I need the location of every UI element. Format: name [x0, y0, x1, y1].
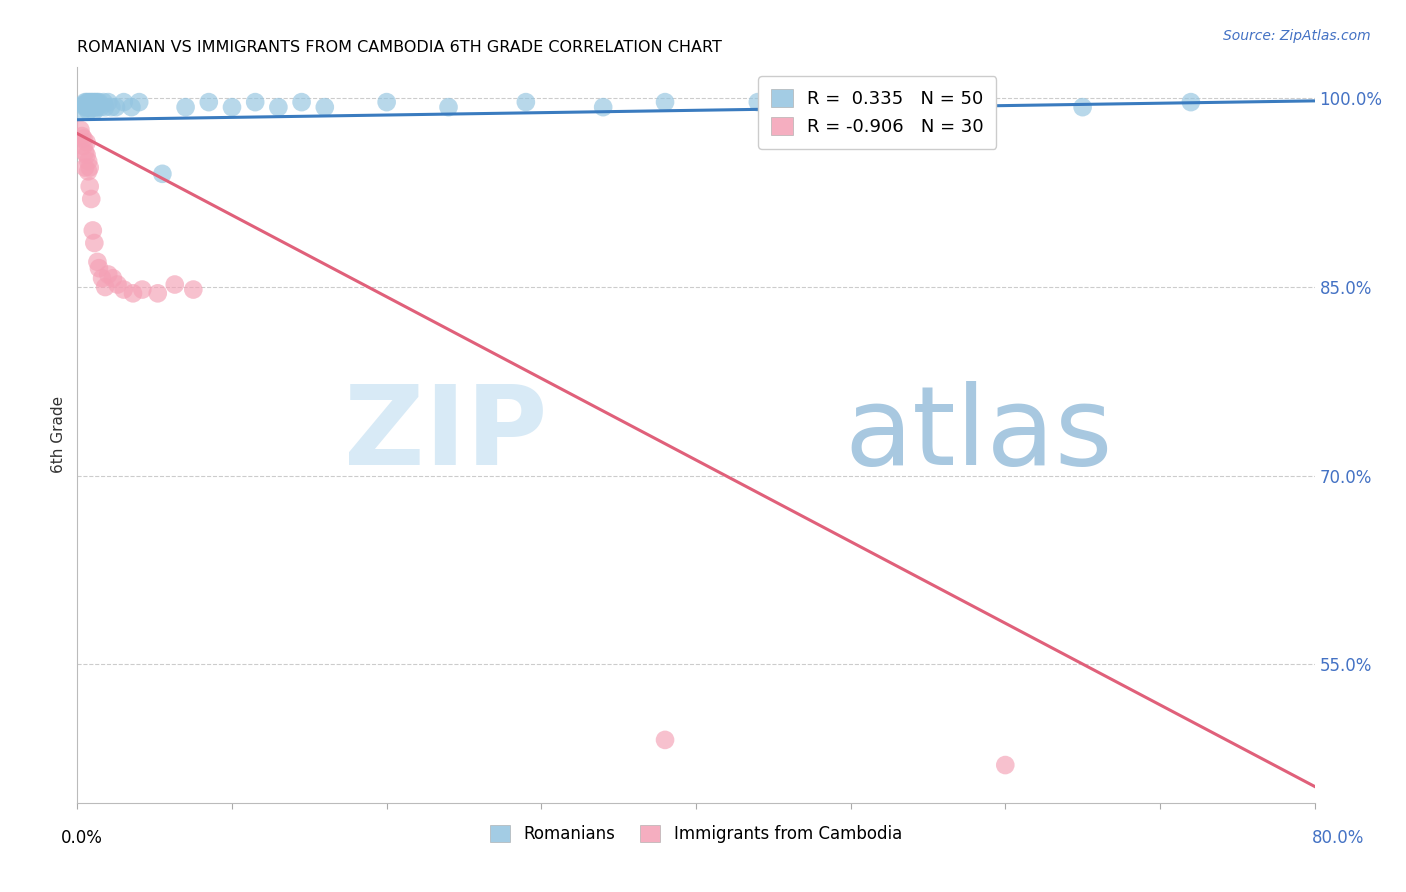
- Point: [76, 136, 98, 150]
- Point: [121, 100, 143, 114]
- Y-axis label: 6th Grade: 6th Grade: [51, 396, 66, 474]
- Point: [83, 103, 105, 118]
- Point: [72, 97, 94, 112]
- Point: [82, 95, 104, 109]
- Point: [84, 100, 107, 114]
- Point: [183, 283, 205, 297]
- Point: [79, 161, 101, 175]
- Point: [1180, 95, 1202, 109]
- Point: [654, 95, 676, 109]
- Point: [515, 95, 537, 109]
- Point: [87, 261, 110, 276]
- Point: [654, 732, 676, 747]
- Point: [314, 100, 336, 114]
- Point: [70, 103, 93, 118]
- Point: [291, 95, 314, 109]
- Point: [105, 100, 127, 114]
- Text: ROMANIAN VS IMMIGRANTS FROM CAMBODIA 6TH GRADE CORRELATION CHART: ROMANIAN VS IMMIGRANTS FROM CAMBODIA 6TH…: [77, 40, 723, 55]
- Point: [94, 100, 117, 114]
- Point: [76, 100, 98, 114]
- Point: [86, 100, 108, 114]
- Point: [948, 95, 970, 109]
- Point: [824, 100, 846, 114]
- Point: [1071, 100, 1094, 114]
- Point: [80, 192, 103, 206]
- Point: [87, 95, 110, 109]
- Point: [747, 95, 769, 109]
- Point: [79, 95, 101, 109]
- Point: [75, 145, 96, 160]
- Point: [75, 161, 96, 175]
- Point: [112, 95, 135, 109]
- Point: [107, 277, 129, 292]
- Point: [77, 95, 100, 109]
- Point: [122, 286, 145, 301]
- Point: [163, 277, 186, 292]
- Point: [77, 103, 100, 118]
- Point: [83, 100, 105, 114]
- Point: [100, 100, 122, 114]
- Point: [70, 129, 93, 144]
- Point: [86, 255, 108, 269]
- Point: [77, 164, 100, 178]
- Text: atlas: atlas: [845, 382, 1114, 488]
- Text: ZIP: ZIP: [344, 382, 547, 488]
- Point: [79, 100, 101, 114]
- Point: [77, 100, 100, 114]
- Point: [152, 167, 174, 181]
- Point: [375, 95, 398, 109]
- Point: [83, 95, 105, 109]
- Text: 80.0%: 80.0%: [1312, 829, 1365, 847]
- Point: [82, 223, 104, 237]
- Point: [91, 271, 114, 285]
- Point: [77, 154, 100, 169]
- Point: [76, 95, 98, 109]
- Point: [112, 283, 135, 297]
- Point: [90, 100, 111, 114]
- Point: [245, 95, 267, 109]
- Point: [267, 100, 290, 114]
- Point: [437, 100, 460, 114]
- Text: Source: ZipAtlas.com: Source: ZipAtlas.com: [1223, 29, 1371, 43]
- Point: [86, 95, 108, 109]
- Point: [131, 283, 153, 297]
- Point: [72, 139, 94, 153]
- Point: [82, 100, 104, 114]
- Point: [146, 286, 169, 301]
- Text: 0.0%: 0.0%: [60, 829, 103, 847]
- Point: [72, 131, 94, 145]
- Point: [83, 235, 105, 250]
- Point: [221, 100, 243, 114]
- Legend: Romanians, Immigrants from Cambodia: Romanians, Immigrants from Cambodia: [484, 818, 908, 850]
- Point: [76, 148, 98, 162]
- Point: [198, 95, 221, 109]
- Point: [994, 758, 1017, 772]
- Point: [69, 123, 91, 137]
- Point: [79, 179, 101, 194]
- Point: [174, 100, 197, 114]
- Point: [97, 268, 120, 282]
- Point: [101, 271, 124, 285]
- Point: [97, 95, 120, 109]
- Point: [592, 100, 614, 114]
- Point: [80, 100, 103, 114]
- Point: [93, 95, 115, 109]
- Point: [84, 95, 107, 109]
- Point: [94, 280, 117, 294]
- Point: [75, 100, 96, 114]
- Point: [128, 95, 150, 109]
- Point: [80, 95, 103, 109]
- Point: [75, 95, 96, 109]
